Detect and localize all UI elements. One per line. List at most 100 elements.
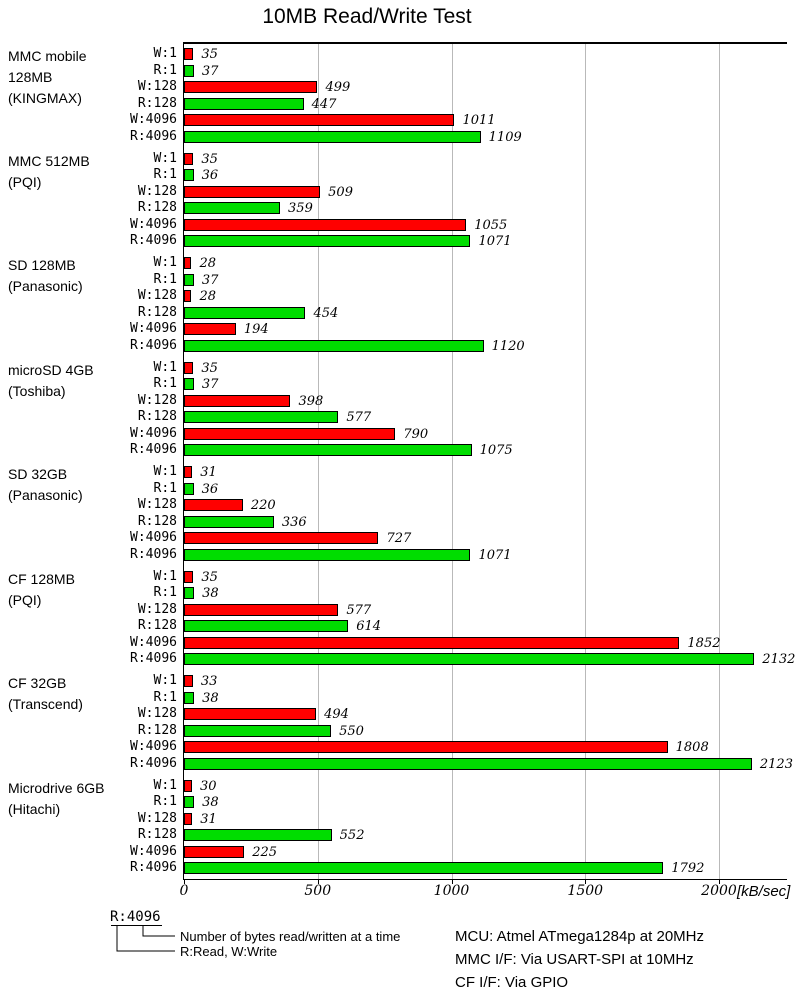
bar-row-label: R:128: [137, 618, 177, 634]
bar-read: [184, 757, 752, 770]
bar-write: [184, 114, 455, 127]
bar-row-label: R:128: [137, 304, 177, 320]
group-label-line: MMC 512MB: [8, 152, 90, 169]
bar-row-label: W:4096: [130, 634, 177, 650]
bar-row-label: R:4096: [130, 128, 177, 144]
group-label-line: CF 128MB: [8, 570, 75, 587]
group-label-line: Microdrive 6GB: [8, 779, 105, 796]
bar-value-label: 36: [201, 168, 219, 184]
bar-value-label: 1792: [671, 861, 705, 877]
bar-row-label: R:4096: [130, 233, 177, 249]
bar-row-label: W:1: [153, 777, 177, 793]
bar-row-label: W:1: [153, 359, 177, 375]
gridline: [317, 44, 319, 879]
hardware-info-mcu: MCU: Atmel ATmega1284p at 20MHz: [455, 928, 704, 945]
bar-row-label: R:128: [137, 200, 177, 216]
gridline: [585, 44, 587, 879]
bar-value-label: 30: [200, 778, 217, 794]
bar-value-label: 454: [313, 305, 339, 321]
bar-value-label: 28: [199, 289, 217, 305]
bar-write: [184, 779, 193, 792]
bar-row-label: W:1: [153, 150, 177, 166]
x-tick-label: 1000: [433, 883, 470, 899]
bar-write: [184, 708, 317, 721]
gridline: [451, 44, 453, 879]
bar-row-label: W:1: [153, 568, 177, 584]
legend-note-read-write: R:Read, W:Write: [180, 944, 278, 959]
plot-border-top: [183, 42, 787, 44]
gridline: [719, 44, 720, 879]
bar-write: [184, 741, 668, 754]
bar-row-label: W:4096: [130, 321, 177, 337]
bar-row-label: W:4096: [130, 843, 177, 859]
bar-row-label: R:4096: [130, 860, 177, 876]
bar-row-label: R:4096: [130, 651, 177, 667]
bar-value-label: 36: [201, 481, 219, 497]
legend-example-label: R:4096: [110, 909, 161, 925]
group-label: microSD 4GB (Toshiba): [8, 360, 178, 402]
x-tick-label: 0: [179, 883, 189, 899]
group-label: MMC 512MB (PQI): [8, 151, 178, 193]
bar-read: [184, 653, 755, 666]
bar-read: [184, 130, 481, 143]
bar-value-label: 499: [325, 80, 351, 96]
x-tick-label: 1500: [567, 883, 604, 899]
hardware-info-mmc: MMC I/F: Via USART-SPI at 10MHz: [455, 951, 694, 968]
bar-read: [184, 444, 472, 457]
bar-row-label: R:128: [137, 513, 177, 529]
bar-write: [184, 323, 236, 336]
bar-row-label: W:128: [137, 288, 177, 304]
bar-value-label: 37: [201, 272, 219, 288]
bar-value-label: 194: [243, 322, 269, 338]
bar-write: [184, 812, 193, 825]
bar-write: [184, 570, 194, 583]
bar-write: [184, 466, 193, 478]
bar-value-label: 31: [200, 465, 217, 480]
x-tick-label: 500: [304, 883, 332, 899]
bar-row-label: W:4096: [130, 216, 177, 232]
bar-value-label: 1852: [687, 635, 721, 651]
group-label-line: 128MB: [8, 69, 53, 85]
axis-tick: [451, 880, 453, 884]
bar-row-label: R:128: [137, 827, 177, 843]
bar-row-label: R:1: [153, 794, 177, 810]
bar-read: [184, 796, 195, 809]
group-label: MMC mobile 128MB (KINGMAX): [8, 46, 178, 109]
bar-read: [184, 273, 194, 286]
bar-row-label: W:4096: [130, 112, 177, 128]
axis-tick: [719, 880, 720, 884]
bar-read: [184, 691, 195, 704]
bar-value-label: 35: [201, 569, 218, 585]
bar-row-label: W:4096: [130, 739, 177, 755]
bar-row-label: R:4096: [130, 337, 177, 353]
group-label-line: CF 32GB: [8, 675, 67, 691]
group-label: SD 128MB (Panasonic): [8, 255, 178, 297]
bar-row-label: W:128: [137, 706, 177, 722]
bar-write: [184, 636, 680, 649]
bar-read: [184, 306, 306, 319]
bar-value-label: 28: [199, 256, 217, 271]
bar-value-label: 1011: [462, 113, 496, 129]
legend-note-bytes: Number of bytes read/written at a time: [180, 929, 401, 944]
bar-read: [184, 724, 332, 737]
bar-value-label: 447: [311, 96, 337, 112]
bar-value-label: 35: [201, 360, 218, 376]
bar-read: [184, 97, 304, 110]
bar-value-label: 336: [281, 514, 307, 530]
legend-underline: [111, 925, 162, 926]
group-label-line: MMC mobile: [8, 48, 87, 64]
bar-value-label: 35: [201, 151, 218, 167]
bar-value-label: 38: [202, 586, 219, 602]
bar-value-label: 225: [252, 844, 278, 860]
bar-read: [184, 64, 194, 77]
bar-read: [184, 202, 281, 215]
bar-write: [184, 81, 318, 94]
axis-tick: [317, 880, 319, 884]
bar-write: [184, 394, 291, 407]
bar-value-label: 790: [403, 426, 429, 442]
bar-read: [184, 620, 349, 633]
bar-read: [184, 169, 194, 182]
group-label-line: (PQI): [8, 173, 42, 190]
bar-value-label: 494: [324, 707, 349, 723]
bar-row-label: W:128: [137, 601, 177, 617]
